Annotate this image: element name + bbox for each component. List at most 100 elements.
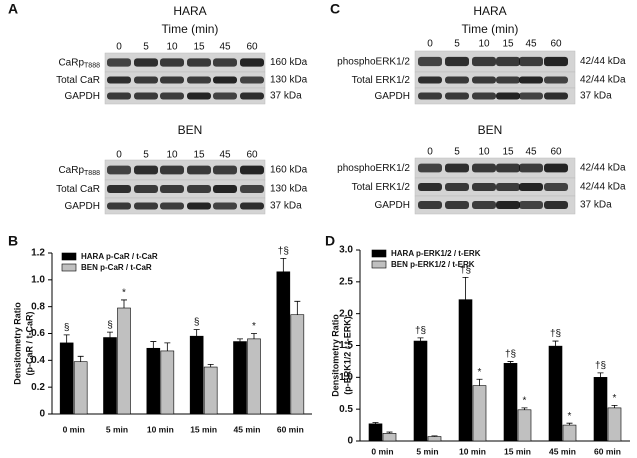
- significance-label: §: [64, 322, 70, 333]
- panel-letter: C: [330, 1, 340, 17]
- y-tick-label: 1.2: [31, 248, 45, 259]
- row-label: CaRpT888: [58, 165, 100, 177]
- time-label: 0: [427, 147, 433, 158]
- blot-title: HARA: [173, 4, 206, 18]
- significance-label: *: [478, 367, 482, 378]
- blot-band: [160, 202, 184, 210]
- row-label: GAPDH: [64, 201, 100, 212]
- row-label-text: Total ERK1/2: [352, 182, 411, 193]
- blot-band: [472, 76, 496, 84]
- blot-band: [472, 56, 496, 67]
- panel-letter: B: [8, 233, 18, 249]
- bar: [548, 345, 563, 442]
- blot-band: [240, 58, 264, 67]
- row-label: phosphoERK1/2: [337, 56, 410, 67]
- significance-label: †§: [278, 246, 289, 257]
- blot-band: [472, 163, 496, 173]
- blot-band: [187, 165, 211, 175]
- row-label: Total CaR: [56, 75, 100, 86]
- time-label: 60: [246, 150, 258, 161]
- blot-band: [519, 92, 543, 100]
- error-bar: [207, 363, 214, 368]
- time-label: 10: [478, 147, 490, 158]
- time-label: 5: [143, 42, 149, 53]
- blot-band: [213, 76, 237, 84]
- blot-band: [472, 183, 496, 191]
- row-label-text: phosphoERK1/2: [337, 56, 410, 67]
- y-axis-label: (p-CaR / t-CaR): [24, 312, 34, 376]
- y-tick-label: 1.0: [339, 372, 353, 383]
- blot-title: BEN: [178, 123, 203, 137]
- bar: [413, 340, 428, 442]
- row-label-text: Total CaR: [56, 75, 100, 86]
- blot-band: [418, 92, 442, 100]
- size-label: 160 kDa: [270, 165, 308, 176]
- significance-label: *: [613, 393, 617, 404]
- blot-band: [496, 201, 520, 209]
- blot-band: [213, 165, 237, 175]
- blot-band: [418, 76, 442, 84]
- legend-swatch: [61, 252, 77, 261]
- panel-letter: A: [8, 1, 18, 17]
- blot-band: [418, 163, 442, 173]
- legend-label: HARA p-ERK1/2 / t-ERK: [391, 249, 481, 258]
- significance-label: †§: [595, 361, 606, 372]
- blot-band: [445, 92, 469, 100]
- blot-band: [213, 185, 237, 193]
- blot-band: [496, 76, 520, 84]
- blot-band: [445, 201, 469, 209]
- time-label: 15: [502, 39, 514, 50]
- significance-label: *: [122, 288, 126, 299]
- blot-band: [160, 76, 184, 84]
- time-label: 15: [193, 150, 205, 161]
- x-tick-label: 60 min: [594, 446, 621, 456]
- size-label: 37 kDa: [270, 201, 302, 212]
- error-bar: [431, 435, 438, 437]
- x-tick-label: 5 min: [416, 446, 438, 456]
- error-bar: [417, 337, 424, 342]
- blot-band: [187, 185, 211, 193]
- bar: [458, 299, 473, 442]
- blot-band: [496, 56, 520, 67]
- row-label: Total ERK1/2: [352, 182, 411, 193]
- time-label: 0: [116, 150, 122, 161]
- bar: [427, 436, 442, 442]
- blot-band: [134, 58, 158, 67]
- significance-label: *: [523, 396, 527, 407]
- blot-band: [213, 202, 237, 210]
- blot-axis-label: Time (min): [462, 22, 519, 36]
- blot-band: [445, 183, 469, 191]
- time-label: 10: [478, 39, 490, 50]
- time-label: 60: [246, 42, 258, 53]
- blot-band: [544, 163, 568, 173]
- legend-swatch: [371, 260, 387, 269]
- row-label-text: GAPDH: [374, 91, 410, 102]
- time-label: 0: [427, 39, 433, 50]
- blot-band: [544, 92, 568, 100]
- row-label-sub: T888: [84, 170, 100, 177]
- blot-band: [544, 183, 568, 191]
- y-tick-label: 1.5: [339, 340, 353, 351]
- error-bar: [294, 300, 301, 315]
- x-tick-label: 15 min: [504, 446, 531, 456]
- bar: [146, 347, 161, 415]
- legend-label: BEN p-ERK1/2 / t-ERK: [391, 260, 475, 269]
- x-tick-label: 60 min: [277, 424, 304, 434]
- bar: [233, 341, 247, 415]
- row-label: GAPDH: [374, 91, 410, 102]
- error-bar: [386, 431, 393, 434]
- blot-band: [213, 92, 237, 100]
- blot-band: [107, 58, 131, 67]
- blot-band: [496, 163, 520, 173]
- blot-band: [134, 165, 158, 175]
- blot-band: [544, 201, 568, 209]
- y-tick-label: 2.5: [339, 276, 353, 287]
- size-label: 37 kDa: [580, 200, 612, 211]
- blot-band: [107, 76, 131, 84]
- row-label: phosphoERK1/2: [337, 163, 410, 174]
- bar: [472, 385, 487, 442]
- y-tick-label: 0: [39, 409, 45, 420]
- row-label: Total ERK1/2: [352, 75, 411, 86]
- blot-band: [107, 165, 131, 175]
- blot-band: [496, 92, 520, 100]
